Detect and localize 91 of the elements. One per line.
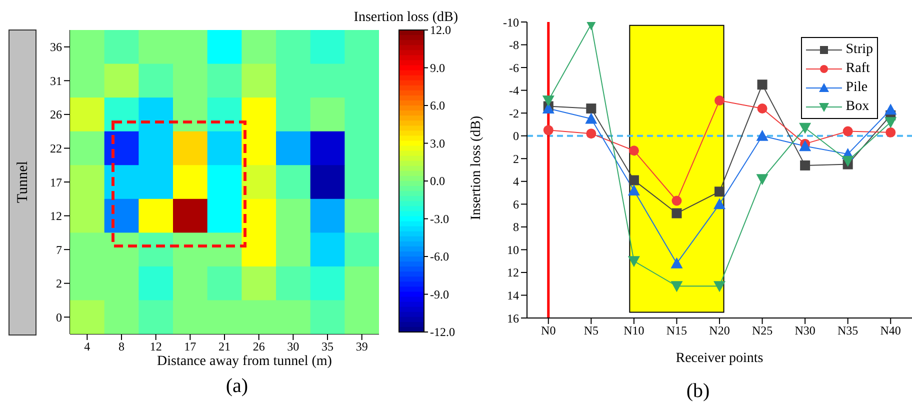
point bbox=[670, 281, 683, 292]
x-tick-label: N40 bbox=[880, 324, 901, 338]
y-tick-label: 16 bbox=[507, 311, 519, 326]
color-bar-label: 6.0 bbox=[430, 98, 445, 112]
point bbox=[672, 208, 682, 218]
color-bar-label: 0.0 bbox=[430, 174, 445, 188]
point bbox=[757, 104, 768, 114]
y-tick-label: -10 bbox=[503, 15, 519, 30]
y-tick-label: 8 bbox=[513, 220, 519, 234]
y-tick-label: 0 bbox=[513, 129, 519, 144]
point bbox=[884, 104, 897, 115]
point bbox=[714, 198, 726, 210]
text: Tunnel bbox=[15, 161, 31, 203]
color-bar-label: 9.0 bbox=[430, 60, 445, 75]
color-bar-label: 3.0 bbox=[430, 136, 445, 150]
x-tick-label: 4 bbox=[84, 340, 90, 354]
y-tick-label: 2 bbox=[513, 152, 519, 166]
x-tick-label: 35 bbox=[322, 340, 334, 354]
x-tick-label: 21 bbox=[218, 340, 230, 354]
color-bar-label: -3.0 bbox=[430, 212, 449, 226]
y-tick-label: 12 bbox=[507, 266, 519, 280]
point bbox=[757, 80, 768, 90]
y-tick-label: 2 bbox=[56, 276, 62, 291]
point bbox=[542, 102, 554, 114]
point bbox=[756, 130, 768, 141]
y-tick-label: 12 bbox=[50, 209, 62, 224]
point bbox=[628, 175, 639, 186]
point bbox=[884, 117, 897, 128]
x-tick-label: N15 bbox=[666, 324, 688, 338]
x-tick-label: 30 bbox=[287, 340, 300, 354]
point bbox=[672, 196, 682, 206]
y-tick-label: -4 bbox=[509, 84, 519, 98]
point bbox=[628, 146, 639, 156]
y-tick-label: 4 bbox=[513, 174, 519, 189]
legend-label: Pile bbox=[846, 80, 868, 96]
text: (a) bbox=[226, 375, 248, 397]
text: (b) bbox=[686, 380, 710, 402]
y-tick-label: 6 bbox=[513, 197, 519, 212]
x-tick-label: 26 bbox=[252, 340, 265, 354]
point bbox=[586, 128, 596, 139]
x-axis-title: Receiver points bbox=[676, 351, 764, 366]
color-bar-label: -9.0 bbox=[430, 287, 449, 302]
y-tick-label: -8 bbox=[509, 38, 519, 52]
y-tick-label: 10 bbox=[507, 242, 519, 257]
point bbox=[543, 125, 554, 136]
color-bar-label: -6.0 bbox=[430, 250, 449, 264]
point bbox=[842, 156, 854, 167]
point bbox=[628, 256, 640, 268]
y-tick-label: 17 bbox=[50, 175, 62, 190]
y-tick-label: 36 bbox=[50, 40, 62, 54]
point bbox=[542, 96, 554, 107]
point bbox=[714, 281, 726, 292]
y-tick-label: 31 bbox=[50, 74, 62, 88]
y-tick-label: 14 bbox=[507, 288, 519, 302]
color-bar-title: Insertion loss (dB) bbox=[354, 10, 458, 25]
point bbox=[800, 160, 810, 170]
x-tick-label: N25 bbox=[752, 324, 773, 338]
x-axis-title: Distance away from tunnel (m) bbox=[157, 354, 332, 369]
color-bar-label: -12.0 bbox=[430, 325, 455, 339]
y-tick-label: 7 bbox=[56, 242, 62, 257]
point bbox=[585, 112, 598, 124]
x-tick-label: N10 bbox=[624, 324, 644, 338]
color-bar-label: 12.0 bbox=[430, 23, 451, 37]
x-tick-label: 17 bbox=[184, 340, 196, 354]
point bbox=[628, 184, 640, 196]
y-tick-label: -2 bbox=[509, 106, 519, 120]
x-tick-label: 8 bbox=[118, 340, 124, 354]
legend-label: Box bbox=[846, 98, 870, 114]
point bbox=[886, 127, 896, 138]
point bbox=[586, 104, 596, 114]
y-tick-label: 26 bbox=[50, 108, 62, 122]
x-tick-label: N35 bbox=[837, 324, 858, 338]
x-tick-label: N0 bbox=[541, 324, 556, 338]
legend-label: Raft bbox=[846, 60, 870, 76]
point bbox=[714, 186, 724, 197]
point bbox=[714, 96, 724, 106]
y-tick-label: -6 bbox=[509, 60, 519, 75]
point bbox=[670, 257, 683, 268]
x-tick-label: 12 bbox=[150, 340, 162, 354]
point bbox=[842, 126, 853, 136]
x-tick-label: N20 bbox=[709, 324, 730, 338]
y-tick-label: 22 bbox=[50, 141, 62, 156]
point bbox=[756, 174, 768, 186]
x-tick-label: N30 bbox=[794, 324, 816, 338]
x-tick-label: N5 bbox=[584, 324, 599, 338]
x-tick-label: 39 bbox=[356, 340, 368, 354]
legend-label: Strip bbox=[846, 42, 873, 58]
point bbox=[799, 122, 812, 134]
y-tick-label: 0 bbox=[56, 310, 62, 324]
y-axis-title: Insertion loss (dB) bbox=[468, 115, 484, 220]
point bbox=[799, 140, 812, 152]
